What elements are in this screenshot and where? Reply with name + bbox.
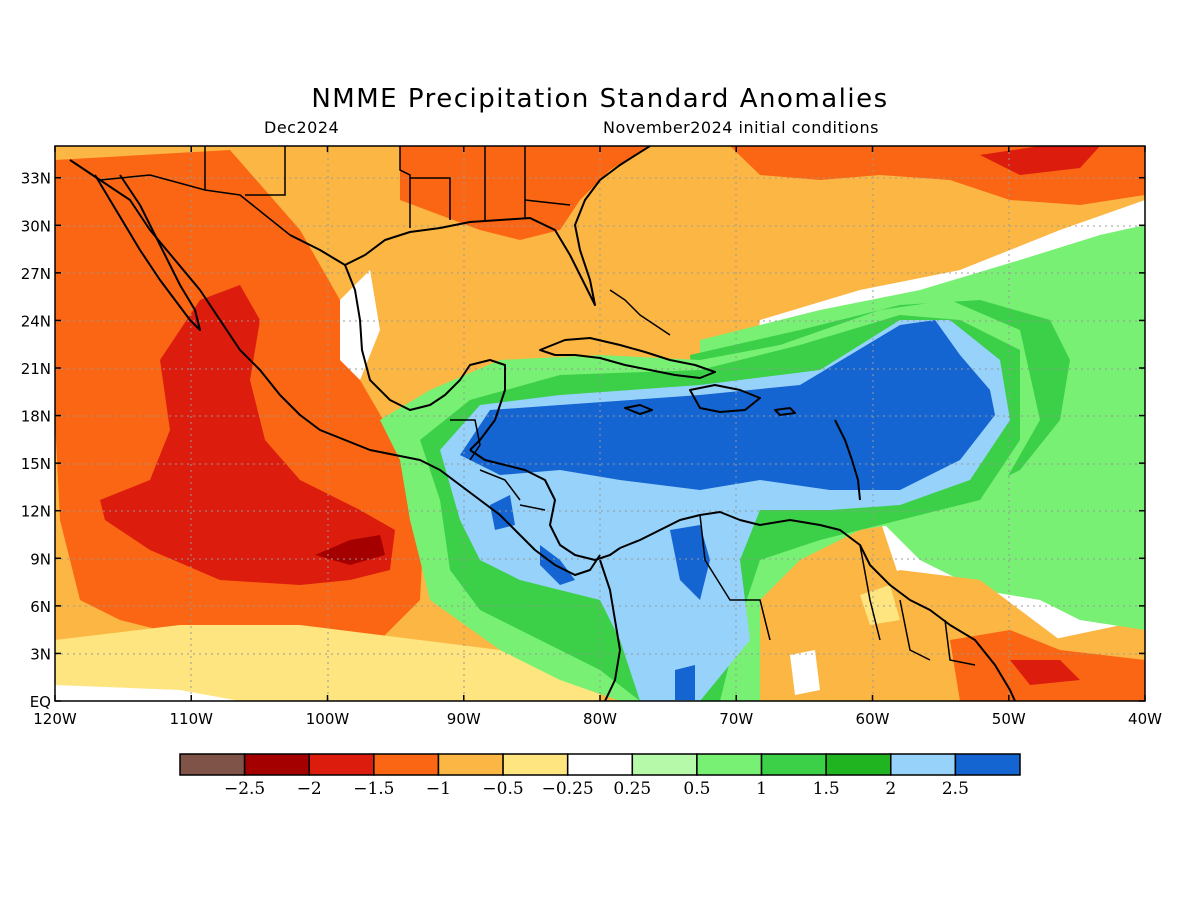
field-pacific-neg-2 [100,285,395,585]
field-atlantic-neg-dark [980,146,1100,175]
lat-tick-label: 3N [30,645,51,663]
border-guyana-suriname [899,599,931,661]
colorbar-label: −1 [426,779,451,799]
colorbar-label: 1 [756,779,767,799]
coast-central-america [469,449,621,561]
field-pacific-neg-3 [315,535,385,565]
colorbar-label: 1.5 [813,779,840,799]
field-nicaragua-pos [490,495,515,530]
colorbar-swatch [825,753,892,776]
colorbar-label: −0.25 [542,779,594,799]
border-us-mexico [99,174,291,236]
colorbar-swatch [954,753,1021,776]
borders [99,146,976,666]
colorbar-swatch [760,753,827,776]
map-title: NMME Precipitation Standard Anomalies [311,84,889,114]
coast-lesser-antilles [834,419,861,501]
coast-baja [94,174,201,331]
border-central-am-2 [519,504,546,511]
lat-tick-label: 33N [21,170,51,188]
colorbar-swatch [890,753,957,776]
lon-axis: 120W 110W 100W 90W 80W 70W 60W 50W 40W [33,146,1162,728]
border-states-7 [524,199,571,206]
colorbar-swatch [437,753,504,776]
colorbar-label: 0.5 [683,779,710,799]
lat-tick-label: EQ [30,693,51,711]
colorbar-label: 2 [885,779,896,799]
lat-tick-label: 21N [21,360,51,378]
coast-colombia-pacific [599,559,621,701]
lat-tick-label: 15N [21,455,51,473]
lon-tick-label: 50W [992,710,1026,728]
lon-tick-label: 70W [719,710,753,728]
lat-tick-label: 6N [30,598,51,616]
coast-jamaica [624,404,653,415]
colorbar-swatch [566,753,634,776]
colorbar-swatch [308,753,375,776]
lon-tick-label: 110W [170,710,214,728]
lon-tick-label: 90W [447,710,481,728]
lat-tick-label: 24N [21,312,51,330]
lat-tick-label: 9N [30,550,51,568]
lon-tick-label: 100W [306,710,350,728]
coast-puerto-rico [774,407,796,416]
grid [55,146,1145,701]
colorbar-label: 2.5 [942,779,969,799]
field-pacific-white [55,685,240,701]
field-guiana-light [860,585,900,625]
border-central-am-1 [479,469,521,501]
lon-tick-label: 120W [33,710,77,728]
colorbar-label: −2.5 [224,779,265,799]
lon-tick-label: 60W [856,710,890,728]
field-guiana-neg-3 [1010,660,1080,685]
lat-tick-label: 30N [21,217,51,235]
colorbar-swatch [243,753,310,776]
lat-tick-label: 27N [21,265,51,283]
border-states-2 [245,146,286,196]
lon-tick-label: 80W [583,710,617,728]
border-venezuela-guyana [859,544,881,641]
border-guatemala [450,419,481,461]
coast-cuba [539,337,716,379]
coastlines [69,146,1016,701]
field-colombia-pos [670,525,710,600]
coast-hispaniola [689,384,761,413]
colorbar-label: −2 [297,779,322,799]
colorbar-label: 0.25 [613,779,651,799]
colorbar-label: −0.5 [482,779,523,799]
colorbar: −2.5 −2 −1.5 −1 −0.5 −0.25 0.25 0.5 1 1.5 2 2.5 [179,753,1021,799]
initial-conditions: November2024 initial conditions [603,118,879,137]
colorbar-swatch [502,753,569,776]
colorbar-swatch [631,753,698,776]
field-south-pos [675,665,695,700]
border-states-4 [410,177,451,220]
coast-bahamas [609,289,671,336]
border-states-3 [399,146,411,228]
field-south-white [790,650,820,695]
colorbar-swatch [696,753,763,776]
coast-south-america [619,511,1016,701]
lon-tick-label: 40W [1128,710,1162,728]
lat-tick-label: 18N [21,408,51,426]
lat-tick-label: 12N [21,503,51,521]
lat-axis: EQ 3N 6N 9N 12N 15N 18N 21N 24N 27N 30N 33N [21,170,1145,711]
field-carib-pos-4 [460,320,995,490]
colorbar-label: −1.5 [353,779,394,799]
border-colombia-venezuela [699,514,771,641]
coast-mexico-pacific [69,159,601,576]
coast-gulf [289,146,651,306]
colorbar-swatch [373,753,440,776]
forecast-month: Dec2024 [264,118,340,137]
coast-mexico-gulf [344,264,506,451]
colorbar-swatch [179,753,246,776]
border-suriname-fguiana [944,619,976,666]
field-panama-pos [540,545,575,585]
